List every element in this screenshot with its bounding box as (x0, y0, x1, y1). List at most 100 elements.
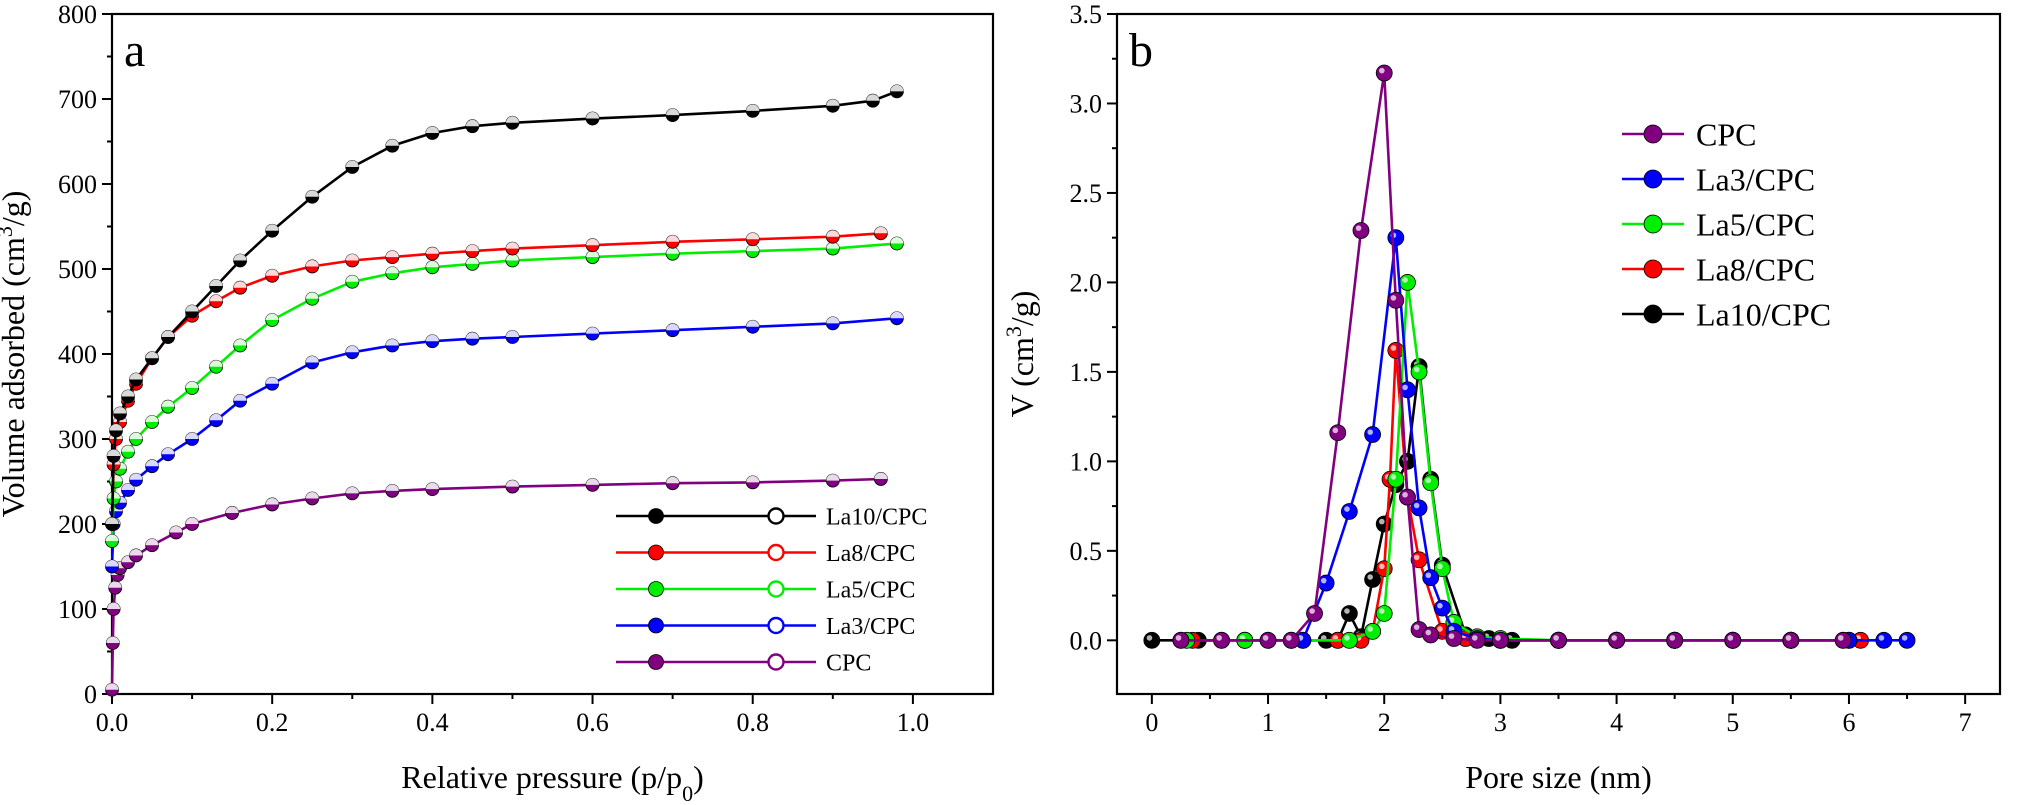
data-point-highlight (586, 238, 600, 246)
series-la10-cpc (105, 84, 904, 531)
data-point-highlight (1379, 518, 1385, 525)
data-point-highlight (666, 108, 680, 116)
data-point-highlight (1175, 635, 1182, 641)
legend-marker-open (767, 653, 785, 671)
x-tick-label: 0.4 (416, 708, 449, 737)
panel-a: 0.0 0.2 0.4 0.6 0.8 1.0 0 100 200 300 400 500 600 700… (0, 0, 995, 805)
data-point (1375, 64, 1393, 82)
data-point-highlight (1437, 563, 1443, 570)
data-point-highlight (890, 311, 904, 319)
data-point-highlight (586, 478, 600, 485)
data-point-highlight (746, 320, 760, 327)
data-point-highlight (425, 260, 439, 268)
x-axis-label: Relative pressure (p/p0) (401, 759, 703, 805)
data-point (1834, 631, 1852, 649)
data-point-highlight (121, 390, 135, 397)
data-point-highlight (874, 472, 888, 479)
data-point-highlight (666, 247, 680, 254)
data-point-highlight (586, 327, 600, 334)
data-point-highlight (385, 266, 399, 274)
data-point-highlight (746, 232, 760, 240)
data-point-highlight (1495, 635, 1501, 641)
data-point (1422, 474, 1440, 492)
data-point-highlight (105, 560, 119, 567)
x-axis-label-text: ) (693, 759, 704, 795)
data-point (1608, 631, 1625, 649)
data-point-highlight (265, 313, 279, 320)
x-tick-label: 1 (1262, 708, 1275, 737)
data-point-highlight (874, 226, 888, 234)
data-point-highlight (145, 538, 159, 546)
series-line (110, 242, 898, 542)
data-point-highlight (465, 119, 479, 127)
data-point-highlight (345, 486, 359, 494)
data-point (1375, 605, 1393, 622)
data-point (1352, 222, 1370, 239)
data-point (1387, 342, 1405, 359)
legend-item-la3-cpc: La3/CPC (616, 614, 915, 640)
data-point (1282, 631, 1300, 649)
data-point-highlight (1146, 635, 1153, 641)
data-point-highlight (425, 247, 439, 254)
series-cpc (105, 472, 888, 697)
data-point (1399, 274, 1416, 291)
data-point-highlight (1216, 635, 1222, 641)
data-point (1172, 631, 1190, 649)
data-point (1445, 630, 1463, 647)
data-point-highlight (1471, 635, 1478, 641)
x-tick-label: 2 (1378, 708, 1391, 737)
data-point-highlight (425, 334, 439, 342)
data-point (1898, 631, 1916, 649)
legend-marker (648, 544, 664, 561)
x-axis-label-subscript: 0 (682, 781, 693, 805)
y-tick-label: 300 (58, 425, 97, 454)
data-point-highlight (345, 254, 359, 261)
data-point-highlight (185, 432, 199, 439)
data-point (1387, 229, 1405, 247)
data-point (1387, 291, 1405, 309)
data-point-highlight (1344, 635, 1350, 641)
legend-label: La8/CPC (1696, 252, 1815, 288)
legend-label: La8/CPC (826, 541, 915, 567)
data-point-highlight (106, 636, 120, 643)
data-point (1875, 631, 1893, 649)
legend-marker-open (767, 507, 785, 525)
legend-marker (1643, 169, 1663, 189)
data-point (1492, 631, 1509, 649)
legend-marker (1643, 259, 1663, 279)
y-tick-label: 0.5 (1070, 537, 1103, 566)
data-point-highlight (1367, 429, 1374, 435)
legend-item-cpc: CPC (616, 651, 871, 677)
series-la5-cpc (105, 236, 904, 548)
legend-item-la8-cpc: La8/CPC (1622, 252, 1815, 288)
data-point-highlight (826, 316, 840, 324)
y-tick-label: 200 (58, 510, 97, 539)
data-point-highlight (385, 139, 399, 146)
data-point-highlight (505, 330, 519, 337)
legend-marker (1643, 124, 1663, 144)
legend-item-la10-cpc: La10/CPC (1622, 297, 1831, 333)
y-tick-label: 3.5 (1070, 0, 1103, 29)
data-point-highlight (105, 683, 119, 690)
data-point (1410, 363, 1428, 381)
series-line (110, 90, 898, 525)
data-point-highlight (265, 377, 279, 384)
x-tick-label: 1.0 (897, 708, 930, 737)
data-point-highlight (1611, 635, 1617, 641)
data-point-highlight (1286, 635, 1292, 641)
data-point-highlight (1413, 624, 1420, 630)
data-point-highlight (826, 99, 840, 106)
data-point-highlight (1367, 574, 1374, 580)
legend-label: La10/CPC (826, 505, 927, 531)
legend-label: La3/CPC (1696, 162, 1815, 198)
data-point-highlight (105, 517, 119, 524)
y-tick-label: 1.0 (1070, 447, 1103, 476)
y-axis-label-superscript: 3 (1001, 326, 1026, 337)
data-point-highlight (233, 281, 247, 288)
data-point-highlight (161, 330, 175, 337)
data-point-highlight (345, 160, 359, 167)
data-point-highlight (505, 254, 519, 261)
legend-label: CPC (826, 651, 871, 677)
legend-marker (648, 654, 664, 670)
